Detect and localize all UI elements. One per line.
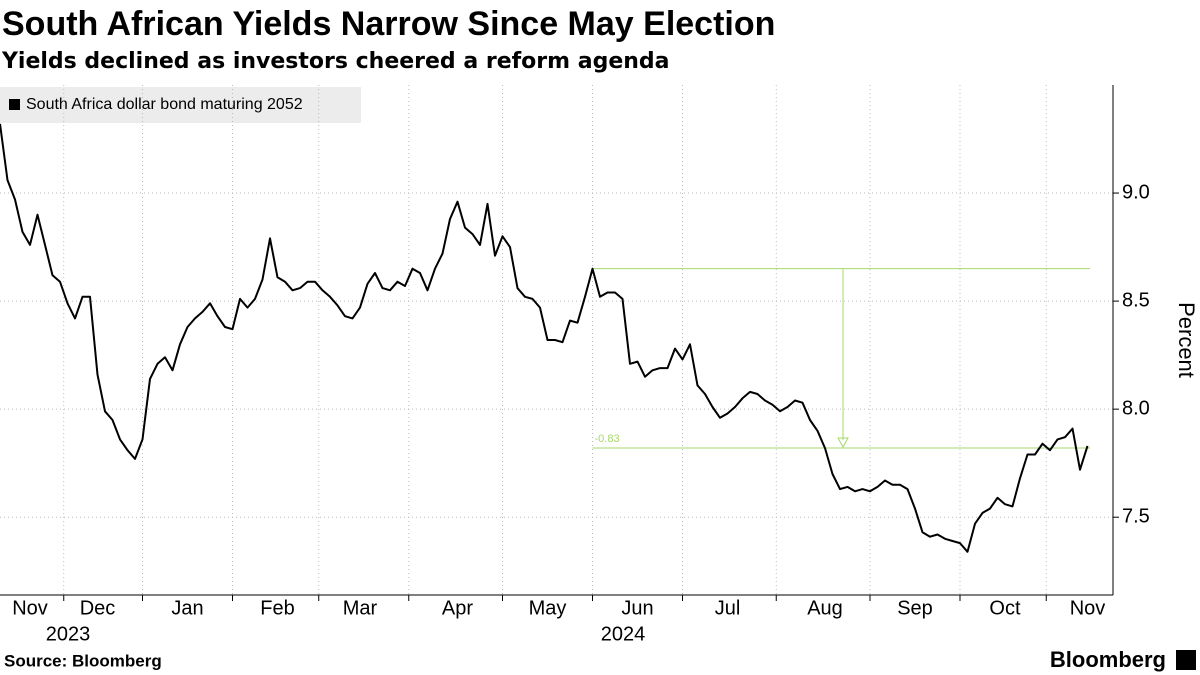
x-tick-label: Jun [621,597,653,619]
arrow-head [837,437,849,449]
x-tick-label: Jan [171,597,203,619]
annotation-label: -0.83 [594,433,619,445]
chart-title: South African Yields Narrow Since May El… [2,5,775,43]
y-tick-label: 8.5 [1122,289,1150,311]
brand: Bloomberg [1050,647,1166,672]
legend-box [0,87,361,123]
brand-icon [1176,650,1196,670]
x-tick-label: Oct [989,597,1021,619]
year-label: 2023 [46,623,91,645]
x-tick-label: Feb [260,597,294,619]
source: Source: Bloomberg [4,651,162,670]
y-tick-label: 8.0 [1122,397,1150,419]
legend-label: South Africa dollar bond maturing 2052 [26,96,303,113]
x-tick-label: Nov [12,597,48,619]
x-tick-label: Apr [442,597,473,619]
x-tick-label: Mar [343,597,378,619]
x-tick-label: Sep [897,597,933,619]
y-tick-label: 7.5 [1122,505,1150,527]
x-tick-label: May [529,597,567,619]
legend-swatch [9,99,20,110]
chart-subtitle: Yields declined as investors cheered a r… [1,49,670,74]
x-tick-label: Aug [807,597,843,619]
y-axis-label: Percent [1174,302,1199,378]
x-tick-label: Nov [1070,597,1106,619]
year-label: 2024 [601,623,646,645]
x-tick-label: Dec [80,597,116,619]
x-tick-label: Jul [715,597,741,619]
series-line [0,123,1089,553]
y-tick-label: 9.0 [1122,181,1150,203]
